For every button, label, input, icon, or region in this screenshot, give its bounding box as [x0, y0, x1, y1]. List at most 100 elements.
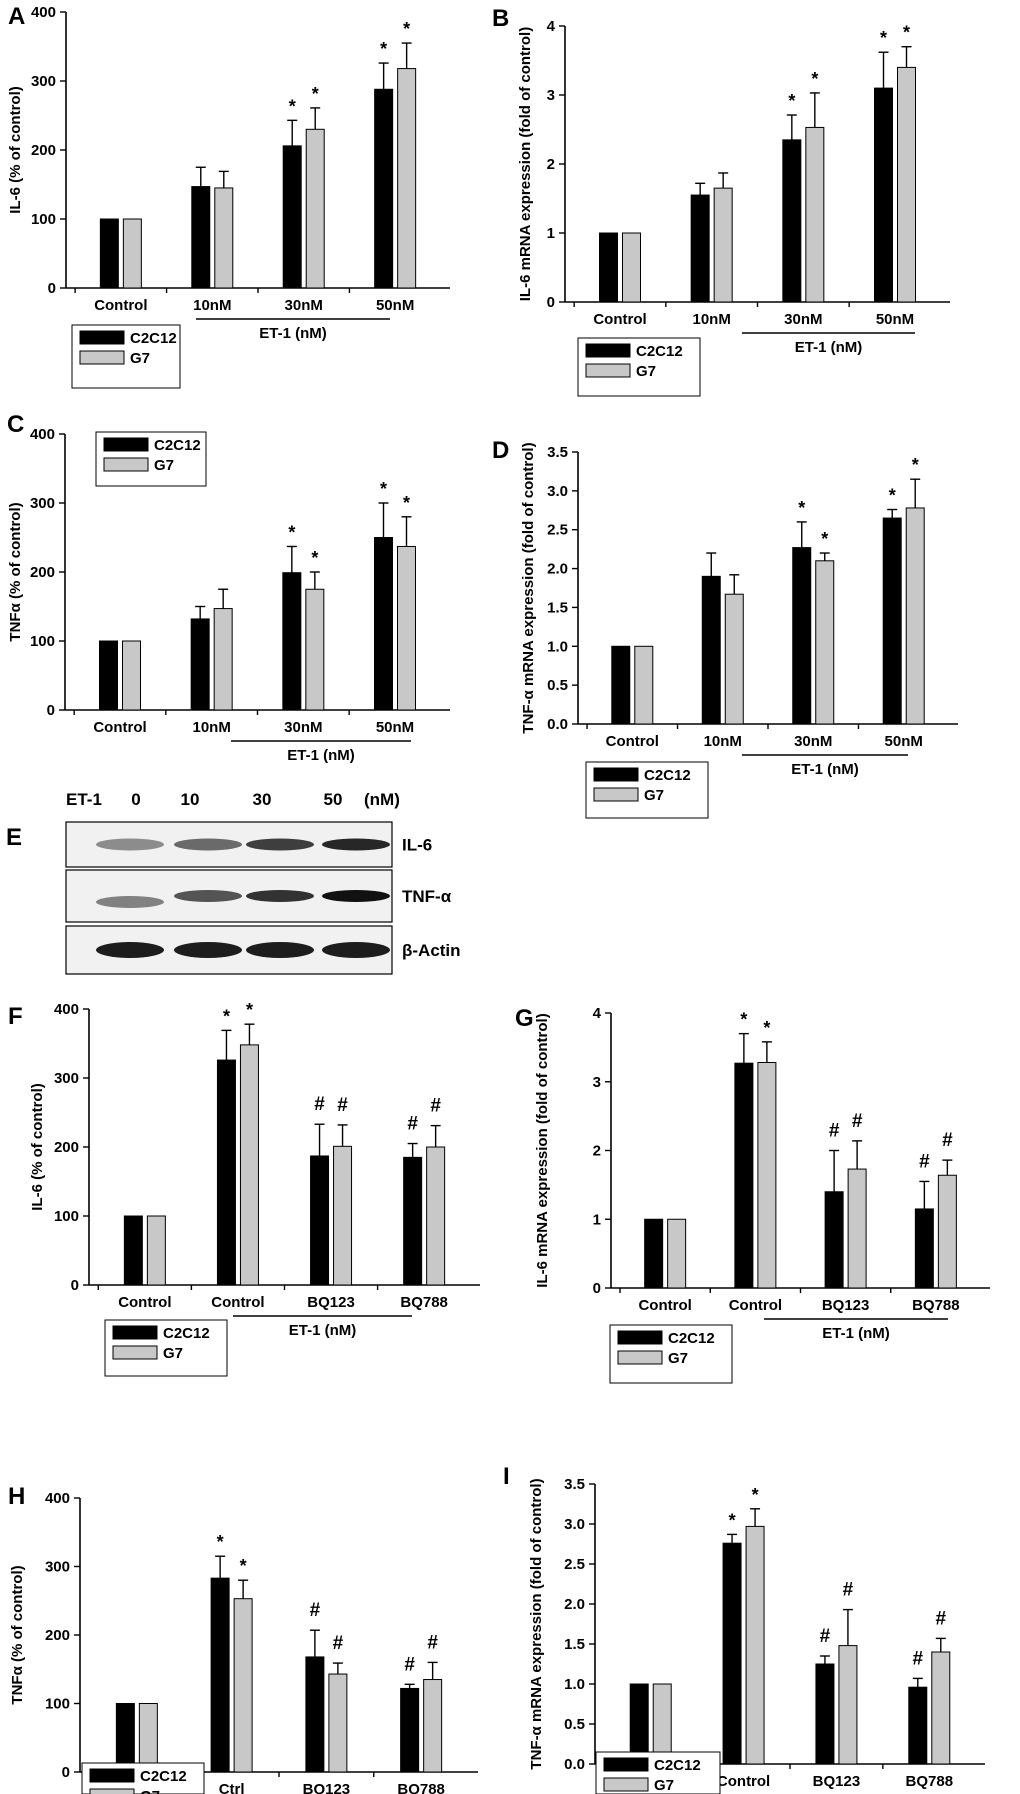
x-tick-label: 30nM [784, 311, 822, 328]
bar-c2c12 [690, 194, 710, 303]
significance-hash: # [404, 1654, 415, 1675]
significance-star: * [223, 1006, 230, 1026]
bar-c2c12 [310, 1155, 330, 1286]
significance-star: * [903, 23, 910, 43]
y-tick-label: 2 [593, 1143, 601, 1160]
legend-label: C2C12 [154, 437, 201, 454]
bar-g7 [328, 1673, 348, 1773]
significance-star: * [912, 455, 919, 475]
significance-star: * [729, 1510, 736, 1530]
legend: C2C12 G7 [577, 337, 701, 397]
bar-c2c12 [210, 1577, 230, 1773]
y-tick-label: 3 [593, 1074, 601, 1091]
chart-panel-C: C TNFα (% of control) 0 100 200 300 400 Control… [7, 411, 450, 764]
significance-star: * [821, 529, 828, 549]
panel-label: F [8, 1003, 23, 1030]
legend-label: C2C12 [163, 1325, 210, 1342]
bar-g7 [333, 1145, 353, 1286]
significance-hash: # [843, 1580, 854, 1601]
x-tick-label: Control [593, 311, 646, 328]
x-tick-label: Control [118, 1294, 171, 1311]
legend-swatch [617, 1350, 663, 1365]
legend-label: G7 [636, 363, 656, 380]
legend-label: G7 [130, 350, 150, 367]
bar-c2c12 [115, 1703, 135, 1773]
significance-hash: # [829, 1121, 840, 1142]
bar-g7 [622, 232, 641, 303]
x-tick-label: 50nM [376, 297, 414, 314]
x-tick-label: 10nM [192, 719, 230, 736]
bar-g7 [815, 560, 835, 725]
bar-g7 [233, 1598, 253, 1773]
bar-c2c12 [882, 517, 902, 725]
panel-label: A [8, 3, 25, 30]
chart-panel-A: A IL-6 (% of control) 0 100 200 300 400 Control… [7, 3, 450, 389]
chart-panel-I: I TNF-α mRNA expression (fold of control)… [503, 1463, 985, 1794]
legend-label: G7 [154, 457, 174, 474]
significance-star: * [380, 39, 387, 59]
bar-g7 [905, 507, 925, 725]
bar-c2c12 [123, 1215, 143, 1286]
significance-hash: # [935, 1608, 946, 1629]
bar-g7 [634, 645, 654, 725]
legend: C2C12 G7 [609, 1324, 733, 1384]
legend-swatch [112, 1325, 158, 1340]
x-tick-label: Control [211, 1294, 264, 1311]
dose-unit: (nM) [364, 790, 400, 809]
blot-band [174, 890, 242, 902]
y-tick-label: 2.0 [547, 561, 568, 578]
y-tick-label: 2.0 [564, 1596, 585, 1613]
bar-g7 [937, 1174, 957, 1289]
x-tick-label: Ctrl [219, 1781, 245, 1794]
bar-c2c12 [99, 218, 119, 289]
bar-c2c12 [792, 547, 812, 725]
x-tick-label: Control [638, 1297, 691, 1314]
panel-label: D [492, 437, 509, 464]
significance-hash: # [430, 1096, 441, 1117]
significance-star: * [889, 486, 896, 506]
blot-band [322, 890, 390, 902]
significance-hash: # [407, 1114, 418, 1135]
y-tick-label: 3.0 [547, 483, 568, 500]
x-tick-label: Control [606, 733, 659, 750]
legend: C2C12 G7 [71, 324, 181, 389]
bar-g7 [897, 66, 916, 303]
legend: C2C12 G7 [81, 1762, 205, 1794]
y-tick-label: 0 [48, 280, 56, 297]
x-tick-label: BQ788 [912, 1297, 960, 1314]
significance-star: * [811, 69, 818, 89]
western-blot-panel: E ET-1 0 10 30 50 (nM) IL-6 TNF-α β-Actin [6, 790, 461, 975]
y-tick-label: 3 [547, 87, 555, 104]
group-label: ET-1 (nM) [289, 1322, 357, 1339]
bar-c2c12 [599, 232, 618, 303]
bar-c2c12 [815, 1663, 835, 1765]
panel-label: C [7, 411, 24, 438]
blot-band [246, 942, 314, 958]
group-label: ET-1 (nM) [791, 761, 859, 778]
dose-label: 30 [253, 790, 272, 809]
x-tick-label: Control [93, 719, 146, 736]
bar-g7 [397, 68, 417, 289]
bar-g7 [214, 187, 234, 289]
significance-star: * [752, 1485, 759, 1505]
significance-star: * [788, 91, 795, 111]
group-label: ET-1 (nM) [287, 747, 355, 764]
y-tick-label: 1.0 [564, 1676, 585, 1693]
bar-g7 [239, 1044, 259, 1286]
blot-band [96, 942, 164, 958]
x-tick-label: 10nM [193, 297, 231, 314]
bar-c2c12 [99, 640, 118, 711]
legend-swatch [593, 787, 639, 802]
blot-band [174, 942, 242, 958]
panel-label: B [492, 5, 509, 32]
x-tick-label: 10nM [692, 311, 730, 328]
bar-g7 [146, 1215, 166, 1286]
x-tick-label: 50nM [885, 733, 923, 750]
y-tick-label: 300 [45, 1559, 70, 1576]
legend-label: C2C12 [130, 330, 177, 347]
bar-g7 [305, 128, 325, 289]
legend-swatch [79, 330, 125, 345]
y-tick-label: 300 [54, 1070, 79, 1087]
panel-label: I [503, 1463, 510, 1490]
